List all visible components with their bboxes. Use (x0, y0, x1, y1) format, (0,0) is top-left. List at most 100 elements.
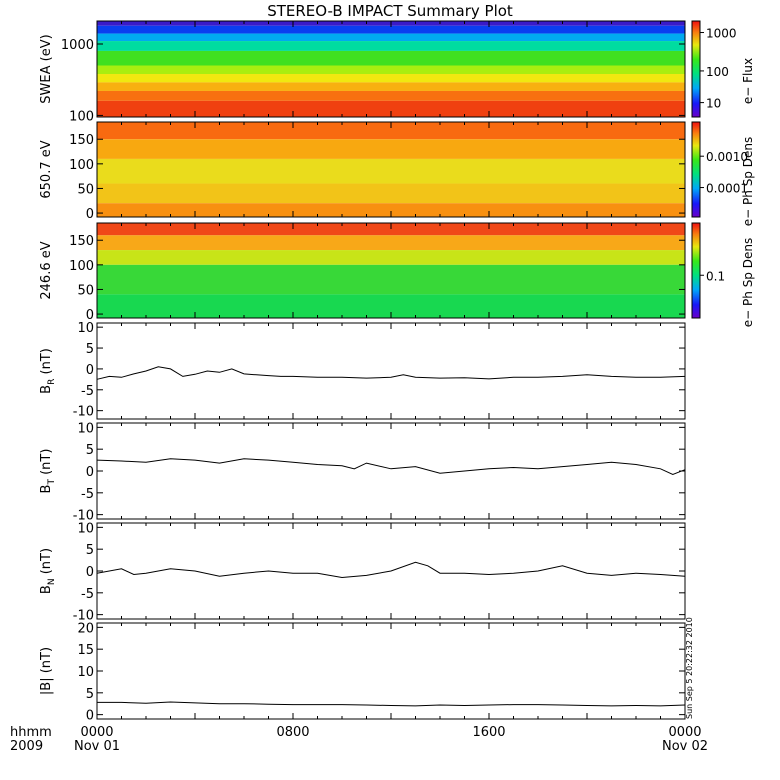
heatmap-band (97, 100, 685, 117)
y-axis-label-unit: (nT) (39, 348, 54, 378)
y-tick-label: 10 (77, 321, 94, 336)
y-tick-label: 15 (77, 643, 94, 658)
y-tick-label: 20 (77, 621, 94, 636)
heatmap-band (97, 33, 685, 42)
y-tick-label: 100 (69, 158, 94, 173)
panel-frame (96, 422, 686, 520)
y-tick-label: 0 (86, 465, 94, 480)
y-axis-label: |B| (nT) (39, 647, 54, 695)
panel-bn: -10 -5 0 5 10 BN (nT) (39, 521, 686, 624)
x-date-label: Nov 01 (74, 739, 120, 754)
series-line-bmag (97, 701, 686, 707)
colorbar-label: e− Ph Sp Dens (741, 137, 755, 226)
colorbar-pad246: 0.1 e− Ph Sp Dens (691, 222, 755, 327)
y-tick-label: 1000 (61, 38, 94, 53)
colorbar-tick-label: 10 (706, 97, 721, 111)
y-axis-label-unit: (nT) (39, 548, 54, 578)
y-tick-label: 100 (69, 109, 94, 124)
heatmap-band (97, 223, 685, 236)
heatmap-band (97, 235, 685, 251)
panel-pad246: 0.1 e− Ph Sp Dens 0 50 100 150 246.6 eV (39, 222, 755, 327)
heatmap-band (97, 65, 685, 75)
y-axis-label-subscript: N (47, 578, 57, 585)
panel-bmag: 0 5 10 15 20 |B| (nT) (39, 621, 686, 724)
series-line-br (96, 366, 686, 380)
y-tick-label: -10 (73, 609, 94, 624)
y-axis-label: BR (nT) (39, 348, 57, 394)
x-axis-left-label: 2009 (10, 739, 43, 754)
heatmap-band (97, 139, 685, 159)
colorbar-tick-label: 0.0010 (706, 150, 748, 164)
y-axis-label-unit: (nT) (39, 449, 54, 479)
colorbar-scale (691, 20, 701, 118)
series-line-bn (96, 561, 686, 579)
colorbar-tick-label: 1000 (706, 27, 737, 41)
y-tick-label: 10 (77, 521, 94, 536)
panel-bt: -10 -5 0 5 10 BT (nT) (39, 421, 686, 524)
heatmap-band (97, 74, 685, 83)
y-tick-label: 50 (77, 283, 94, 298)
y-axis-label: SWEA (eV) (39, 34, 54, 103)
y-axis-label-main: B (39, 485, 54, 494)
heatmap-band (97, 50, 685, 66)
y-tick-label: -5 (81, 384, 94, 399)
colorbar-swea: 1000 100 10 e− Flux (691, 20, 755, 118)
y-axis-label: BT (nT) (39, 449, 57, 494)
heatmap-band (97, 294, 685, 318)
x-tick-label: 0000 (668, 725, 701, 740)
x-tick-label: 0800 (276, 725, 309, 740)
y-tick-label: 0 (86, 308, 94, 323)
y-tick-label: 5 (86, 342, 94, 357)
y-axis-label: 246.6 eV (39, 241, 54, 299)
heatmap-band (97, 82, 685, 91)
colorbar-scale (691, 121, 701, 218)
x-axis-left-label: hhmm (10, 725, 52, 740)
y-axis-label-subscript: R (47, 379, 57, 385)
panel-swea: 1000 100 10 e− Flux 100 1000 SWEA (eV) (39, 20, 755, 124)
y-tick-label: 10 (77, 665, 94, 680)
y-axis-label: BN (nT) (39, 548, 57, 594)
y-tick-label: 5 (86, 687, 94, 702)
heatmap-band (97, 203, 685, 217)
x-tick-label: 0000 (80, 725, 113, 740)
y-tick-label: 150 (69, 133, 94, 148)
colorbar-tick-label: 0.1 (706, 269, 725, 283)
heatmap-band (97, 250, 685, 265)
y-axis-label-main: B (39, 585, 54, 594)
x-tick-label: 1600 (472, 725, 505, 740)
heatmap-band (97, 158, 685, 184)
y-tick-label: 5 (86, 443, 94, 458)
y-tick-label: 5 (86, 543, 94, 558)
heatmap-band (97, 122, 685, 140)
heatmap-band (97, 25, 685, 34)
y-tick-label: 0 (86, 565, 94, 580)
y-tick-label: 0 (86, 207, 94, 222)
y-tick-label: -5 (81, 487, 94, 502)
heatmap-band (97, 183, 685, 204)
x-date-label: Nov 02 (662, 739, 708, 754)
colorbar-label: e− Flux (741, 58, 755, 104)
y-tick-label: -10 (73, 405, 94, 420)
y-axis-label-subscript: T (47, 479, 57, 486)
panel-br: -10 -5 0 5 10 BR (nT) (39, 321, 686, 420)
colorbar-label: e− Ph Sp Dens (741, 238, 755, 327)
y-tick-label: 0 (86, 363, 94, 378)
y-axis-label: 650.7 eV (39, 140, 54, 198)
heatmap-band (97, 41, 685, 51)
y-tick-label: 0 (86, 709, 94, 724)
y-tick-label: 10 (77, 421, 94, 436)
heatmap-band (97, 264, 685, 295)
panel-frame (96, 622, 686, 720)
colorbar-tick-label: 0.0001 (706, 182, 748, 196)
plot-timestamp: Sun Sep 5 20:22:32 2010 (685, 617, 694, 719)
y-tick-label: 150 (69, 234, 94, 249)
chart-title: STEREO-B IMPACT Summary Plot (267, 2, 513, 20)
y-tick-label: 100 (69, 259, 94, 274)
heatmap-band (97, 90, 685, 101)
panel-frame (96, 322, 686, 420)
colorbar-scale (691, 222, 701, 319)
y-axis-label-main: B (39, 385, 54, 394)
